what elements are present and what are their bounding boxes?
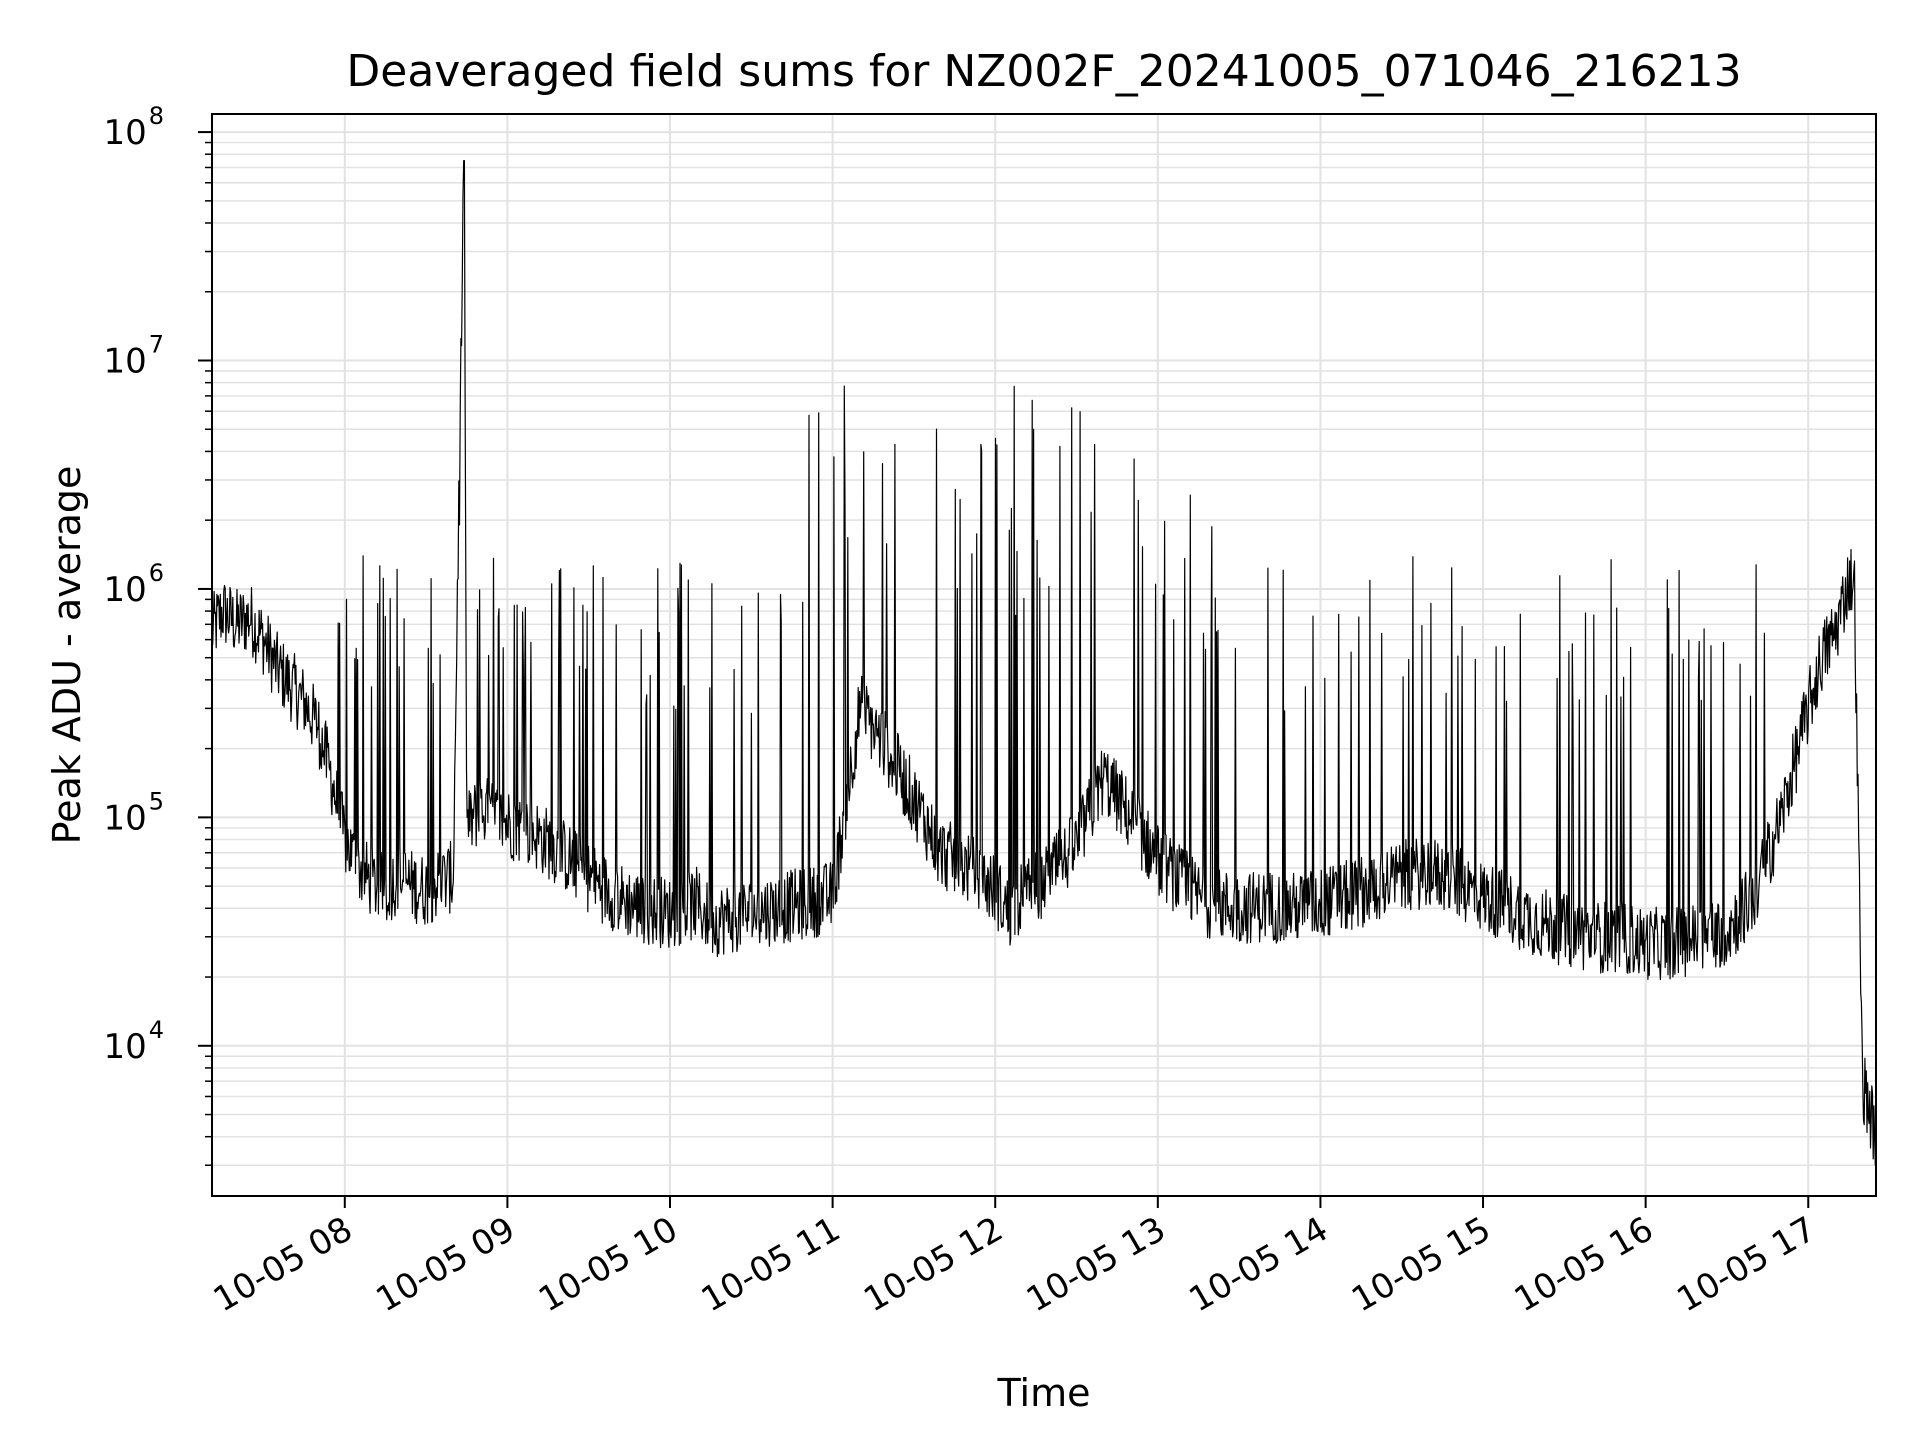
y-tick-exponent: 5: [149, 787, 164, 815]
y-tick-label: 107: [103, 331, 164, 382]
x-tick-label: 10-05 17: [1670, 1209, 1822, 1320]
x-tick-label: 10-05 13: [1020, 1209, 1172, 1320]
y-tick-label: 104: [103, 1016, 164, 1067]
y-tick-exponent: 8: [149, 102, 164, 130]
x-tick-label: 10-05 12: [857, 1209, 1009, 1320]
plot-area: [212, 160, 1876, 1166]
y-axis-label: Peak ADU - average: [45, 466, 89, 845]
x-tick-label: 10-05 08: [207, 1209, 359, 1320]
y-tick-label: 105: [103, 787, 164, 838]
y-tick-exponent: 4: [149, 1016, 164, 1044]
x-axis-label: Time: [997, 1371, 1091, 1415]
series-line: [212, 160, 1876, 1166]
y-tick-label: 108: [103, 102, 164, 153]
y-tick-exponent: 6: [149, 559, 164, 587]
x-tick-label: 10-05 11: [695, 1209, 847, 1320]
x-tick-label: 10-05 15: [1345, 1209, 1497, 1320]
chart-title: Deaveraged field sums for NZ002F_2024100…: [346, 46, 1741, 97]
y-axis: 104 105 106 107 108: [103, 102, 212, 1166]
x-tick-label: 10-05 09: [370, 1209, 522, 1320]
x-axis: 10-05 08 10-05 09 10-05 10 10-05 11 10-05 12…: [207, 1196, 1823, 1320]
x-tick-label: 10-05 10: [532, 1209, 684, 1320]
x-tick-label: 10-05 16: [1508, 1209, 1660, 1320]
y-tick-label: 106: [103, 559, 164, 610]
grid: [212, 114, 1876, 1196]
y-tick-exponent: 7: [149, 331, 164, 359]
x-tick-label: 10-05 14: [1183, 1209, 1335, 1320]
plot-frame: [211, 113, 1877, 1197]
